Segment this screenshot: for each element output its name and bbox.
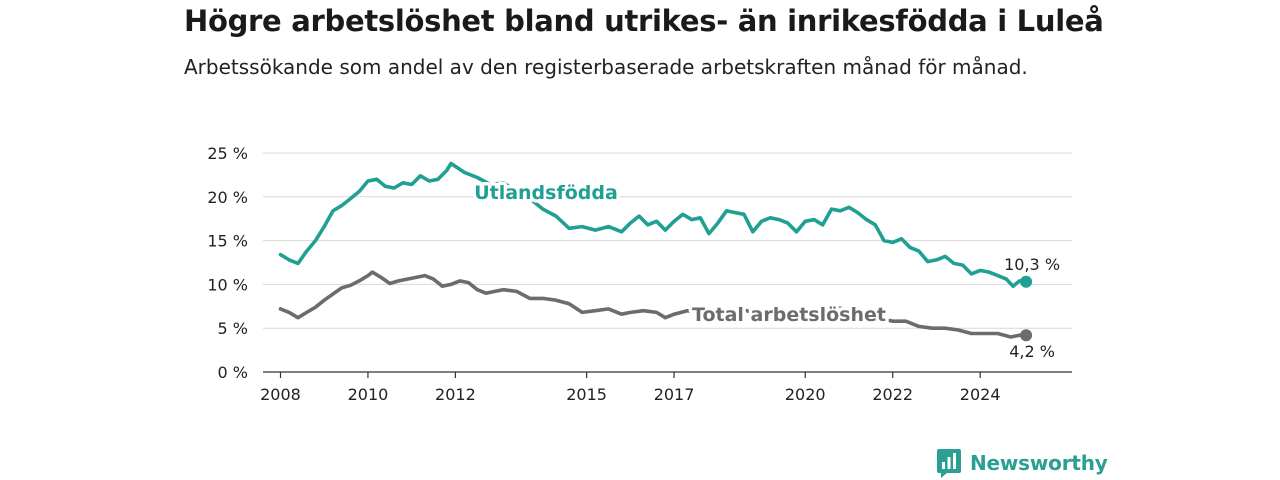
x-tick-label: 2008 [260,385,301,404]
series-name-total-arbetsloshet: Total arbetslöshet [692,304,886,326]
x-tick-label: 2012 [435,385,476,404]
y-tick-label: 5 % [218,319,248,338]
series-name-halo-utlandsfodda: Utlandsfödda [474,182,618,204]
y-tick-label: 15 % [207,232,248,251]
series-lines [278,161,1033,342]
newsworthy-logo: Newsworthy [936,448,1108,478]
y-tick-label: 25 % [207,144,248,163]
chart-title: Högre arbetslöshet bland utrikes- än inr… [184,4,1104,38]
series-name-halo-total-arbetsloshet: Total arbetslöshet [692,304,886,326]
end-point-total-arbetsloshet [1020,329,1033,342]
y-tick-label: 0 % [218,363,248,382]
x-tick-label: 2020 [785,385,826,404]
end-point-utlandsfodda [1020,275,1033,288]
series-line-total-arbetsloshet [278,270,1028,339]
x-tick-label: 2010 [348,385,389,404]
x-tick-label: 2015 [566,385,607,404]
end-label-utlandsfodda: 10,3 % [1004,255,1060,274]
x-axis: 2008 2010 2012 2015 2017 2020 2022 2024 [260,371,1072,404]
end-label-total-arbetsloshet: 4,2 % [1009,342,1055,361]
brand-name: Newsworthy [970,451,1108,475]
x-tick-label: 2024 [960,385,1001,404]
newsworthy-logo-icon [937,449,961,478]
series-labels: 10,3 %4,2 %UtlandsföddaUtlandsföddaTotal… [471,179,1060,362]
x-tick-label: 2017 [654,385,695,404]
y-tick-label: 20 % [207,188,248,207]
gridlines [263,152,1072,329]
series-name-utlandsfodda: Utlandsfödda [474,182,618,204]
series-line-utlandsfodda [278,161,1028,288]
x-tick-label: 2022 [872,385,913,404]
y-axis-labels: 0 % 5 % 10 % 15 % 20 % 25 % [207,144,248,382]
y-tick-label: 10 % [207,275,248,294]
chart-subtitle: Arbetssökande som andel av den registerb… [184,55,1028,79]
